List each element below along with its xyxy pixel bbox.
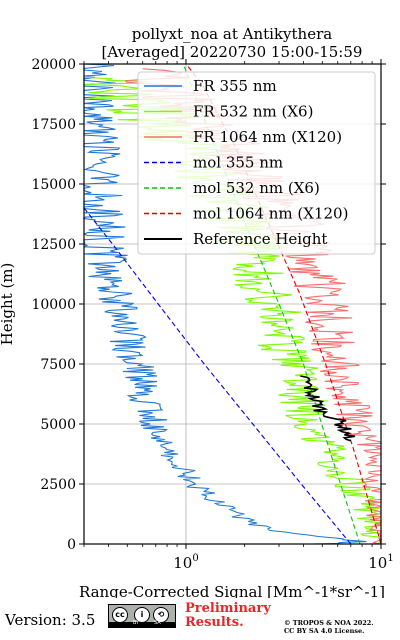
y-tick-label: 5000 [40, 417, 76, 433]
legend-entry: FR 532 nm (X6) [193, 103, 313, 121]
y-tick-label: 0 [67, 537, 76, 553]
legend-entry: mol 355 nm [193, 154, 283, 172]
series-line-6 [300, 375, 356, 442]
x-tick-label: 100 [173, 553, 198, 572]
y-tick-label: 2500 [40, 477, 76, 493]
preliminary-label: Preliminary Results. [185, 602, 271, 630]
legend-entry: Reference Height [193, 230, 327, 248]
series-line-3 [83, 207, 352, 545]
copyright-line-1: © TROPOS & NOA 2022. [284, 619, 374, 627]
preliminary-line-1: Preliminary [185, 601, 271, 616]
x-axis-label: Range-Corrected Signal [Mm^-1*sr^-1] [79, 583, 385, 598]
preliminary-line-2: Results. [185, 615, 244, 630]
legend-entry: FR 1064 nm (X120) [193, 128, 342, 146]
legend: FR 355 nm FR 532 nm (X6) FR 1064 nm (X120)… [137, 71, 376, 255]
version-label: Version: 3.5 [5, 611, 96, 629]
copyright-notice: © TROPOS & NOA 2022. CC BY SA 4.0 Licens… [284, 619, 374, 635]
legend-entry: mol 532 nm (X6) [193, 179, 320, 197]
y-tick-label: 15000 [31, 177, 76, 193]
y-tick-label: 17500 [31, 117, 76, 133]
badge-sa-text: SA [154, 620, 161, 626]
cc-license-badge: cc i ⟲ BY SA [108, 604, 176, 628]
badge-strip: BY SA [109, 620, 175, 628]
cc-icon: cc [112, 607, 128, 623]
legend-entry: FR 355 nm [193, 77, 277, 95]
y-tick-label: 20000 [31, 57, 76, 73]
y-axis-label: Height (m) [0, 263, 16, 346]
legend-box [137, 71, 376, 255]
y-tick-label: 7500 [40, 357, 76, 373]
y-tick-label: 12500 [31, 237, 76, 253]
x-axis-ticks: 100 101 [83, 59, 394, 572]
x-tick-label: 101 [368, 553, 393, 572]
copyright-line-2: CC BY SA 4.0 License. [284, 627, 365, 635]
y-axis-ticks: 0 2500 5000 7500 10000 12500 15000 17500 20000 [31, 57, 386, 553]
series-line-4 [182, 63, 361, 545]
chart-figure: pollyxt_noa at Antikythera [Averaged] 20… [0, 25, 394, 598]
chart-title: pollyxt_noa at Antikythera [132, 25, 332, 43]
y-tick-label: 10000 [31, 297, 76, 313]
legend-entry: mol 1064 nm (X120) [193, 205, 348, 223]
footer: Version: 3.5 cc i ⟲ BY SA Preliminary Re… [0, 598, 400, 640]
chart-subtitle: [Averaged] 20220730 15:00-15:59 [102, 43, 363, 61]
badge-by-text: BY [133, 620, 140, 626]
